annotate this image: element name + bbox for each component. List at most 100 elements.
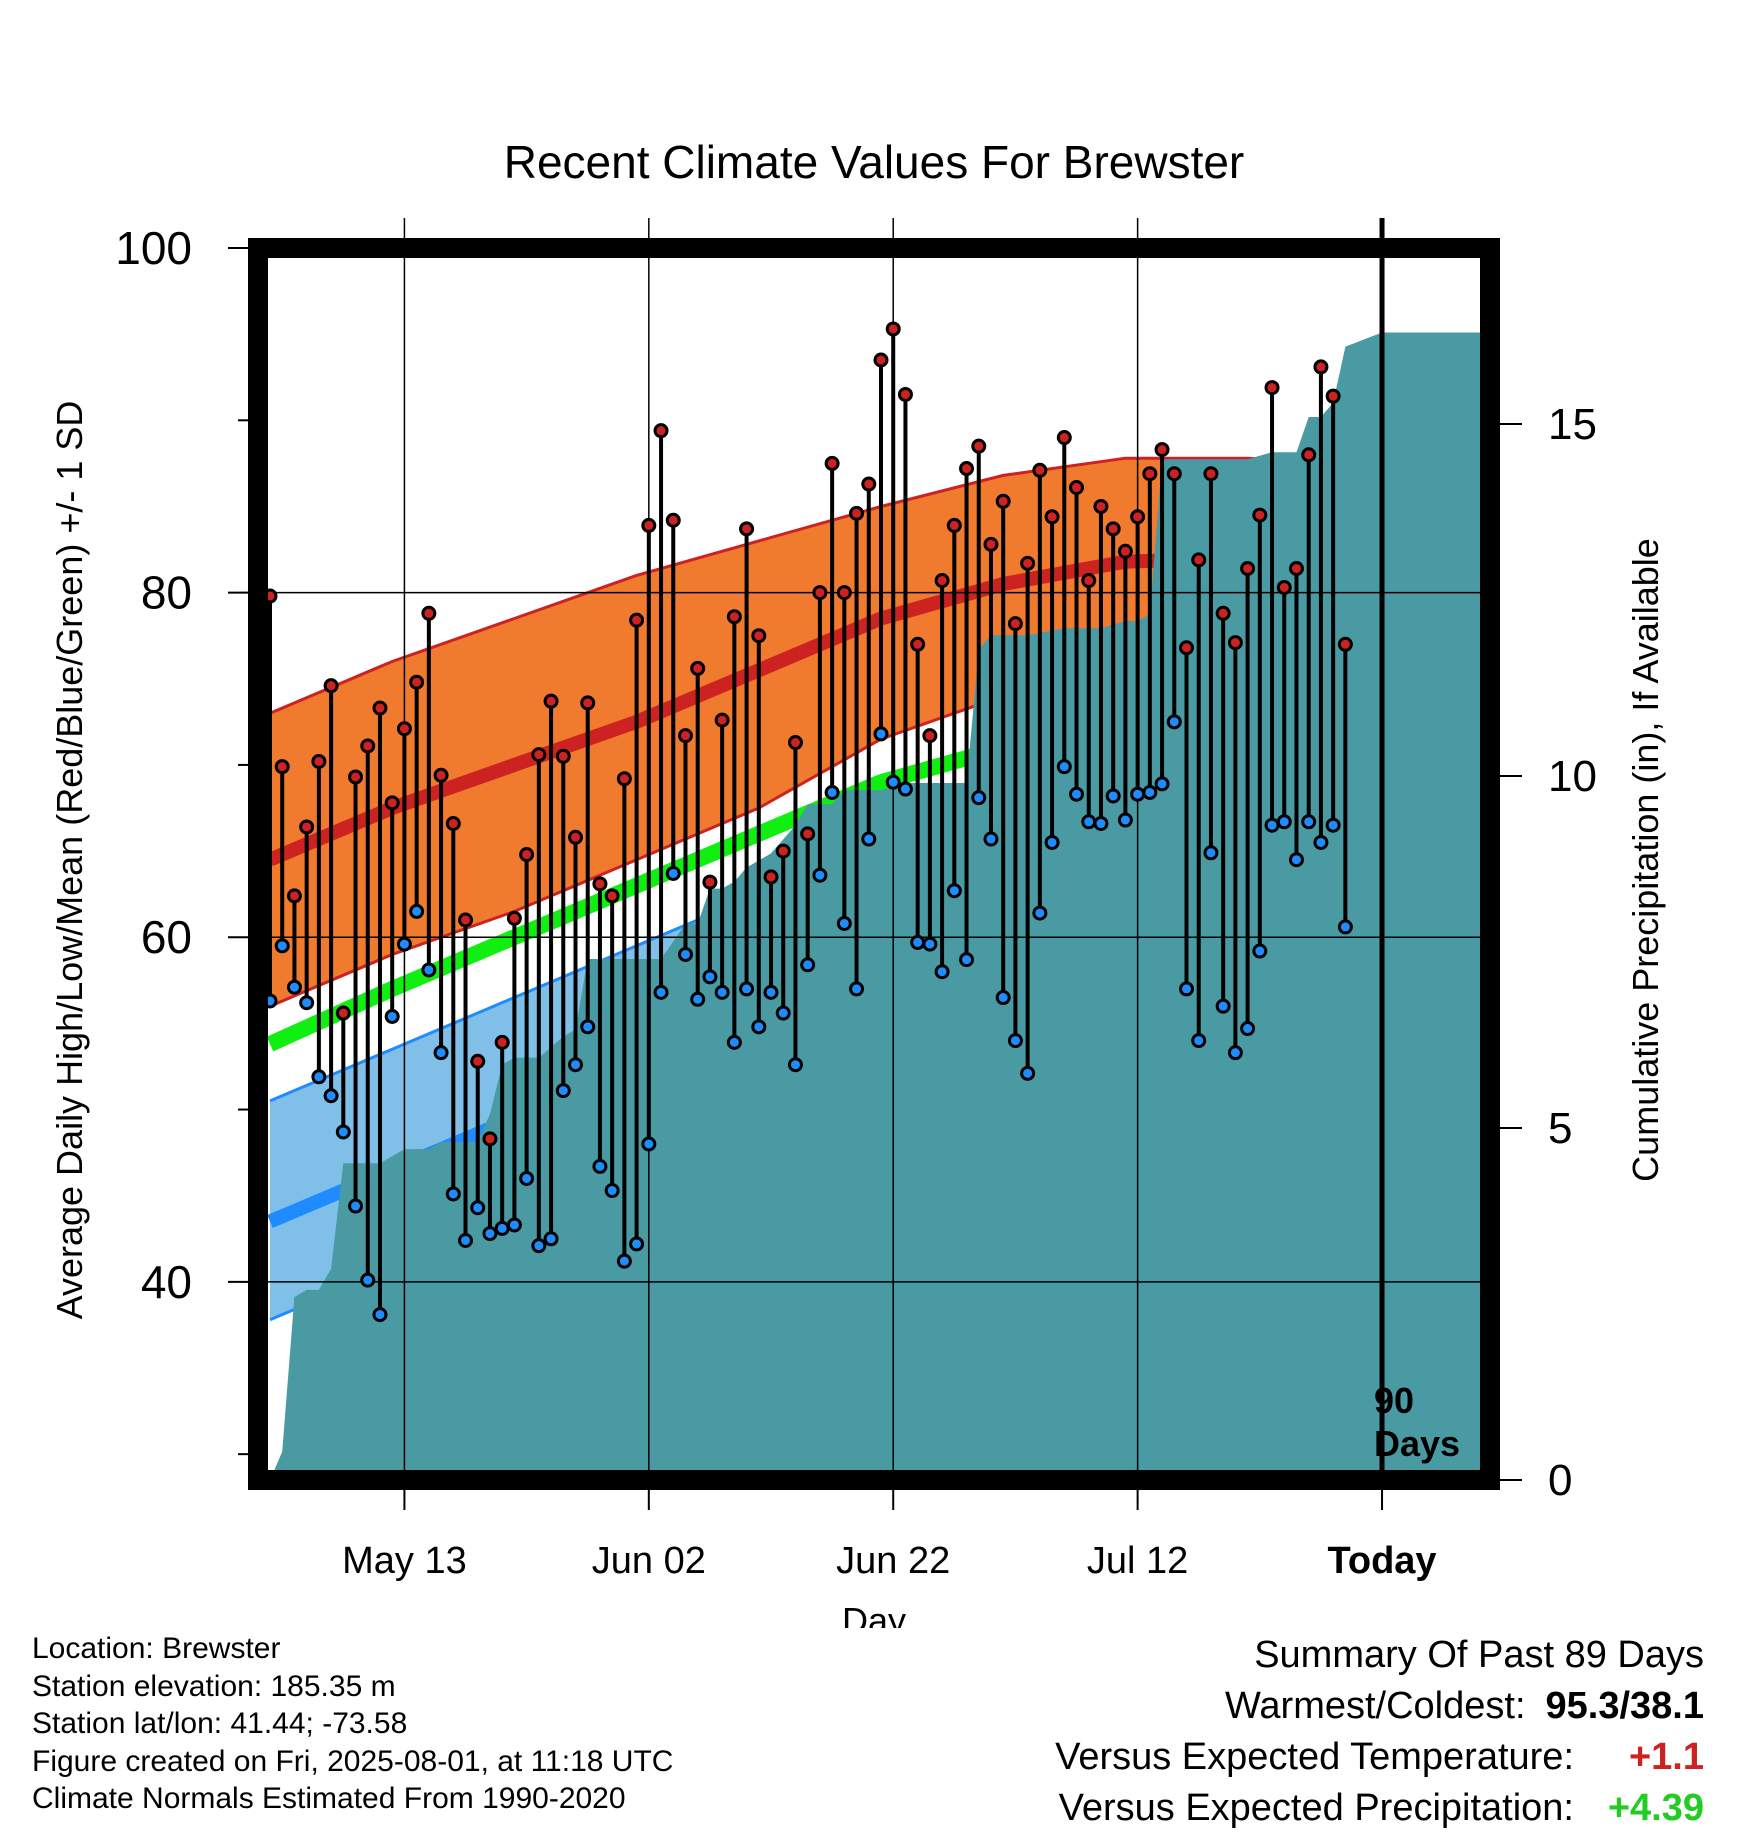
daily-high-point	[775, 843, 791, 859]
daily-low-point	[885, 774, 901, 790]
daily-low-point	[739, 981, 755, 997]
warmest-coldest-value: 95.3/38.1	[1545, 1685, 1704, 1727]
daily-low-point	[995, 990, 1011, 1006]
daily-high-point	[751, 628, 767, 644]
daily-high-point	[568, 829, 583, 845]
daily-low-point	[531, 1238, 547, 1254]
daily-high-point	[433, 767, 449, 783]
daily-high-point	[360, 738, 376, 754]
daily-low-point	[568, 1057, 583, 1073]
daily-low-point	[1069, 786, 1085, 802]
today-label-line1: 90	[1374, 1380, 1414, 1421]
daily-high-point	[763, 869, 779, 885]
daily-low-point	[1264, 817, 1280, 833]
daily-low-point	[396, 936, 412, 952]
daily-high-point	[836, 585, 852, 601]
daily-low-point	[763, 984, 779, 1000]
daily-high-point	[409, 674, 425, 690]
daily-high-point	[922, 728, 938, 744]
x-tick-label: May 13	[342, 1540, 467, 1582]
daily-high-point	[641, 517, 657, 533]
daily-high-point	[335, 1005, 351, 1021]
daily-high-point	[653, 423, 669, 439]
daily-observations	[262, 321, 1353, 1323]
daily-high-point	[739, 521, 755, 537]
daily-high-point	[849, 505, 865, 521]
y2-tick-label: 10	[1548, 752, 1597, 801]
daily-low-point	[604, 1183, 620, 1199]
x-axis-label: Day	[842, 1600, 906, 1628]
daily-high-point	[1325, 388, 1341, 404]
daily-low-point	[641, 1136, 657, 1152]
daily-high-point	[665, 512, 681, 528]
daily-low-point	[1105, 788, 1121, 804]
daily-low-point	[836, 915, 852, 931]
daily-low-point	[1337, 919, 1353, 935]
daily-low-point	[787, 1057, 803, 1073]
location-text: Location: Brewster	[32, 1632, 281, 1665]
x-tick-label: Jun 22	[836, 1540, 950, 1582]
daily-high-point	[861, 476, 877, 492]
daily-high-point	[1020, 555, 1036, 571]
daily-low-point	[1252, 943, 1268, 959]
daily-low-point	[1117, 812, 1133, 828]
daily-high-point	[555, 748, 571, 764]
daily-high-point	[1227, 635, 1243, 651]
daily-high-point	[1069, 480, 1085, 496]
precip-label: Versus Expected Precipitation:	[1058, 1787, 1574, 1829]
daily-low-point	[555, 1083, 571, 1099]
daily-high-point	[1093, 498, 1109, 514]
daily-low-point	[1130, 786, 1146, 802]
daily-low-point	[861, 831, 877, 847]
precipitation-area	[268, 332, 1480, 1480]
daily-high-point	[274, 759, 290, 775]
daily-high-point	[445, 816, 461, 832]
latlon-text: Station lat/lon: 41.44; -73.58	[32, 1707, 408, 1740]
plot-frame	[248, 238, 1500, 1490]
daily-high-point	[1130, 509, 1146, 525]
daily-low-point	[824, 784, 840, 800]
daily-low-point	[1056, 759, 1072, 775]
daily-low-point	[299, 995, 315, 1011]
elevation-text: Station elevation: 185.35 m	[32, 1669, 396, 1703]
daily-low-point	[1166, 714, 1182, 730]
daily-high-point	[470, 1053, 486, 1069]
daily-low-point	[665, 865, 681, 881]
daily-high-point	[995, 493, 1011, 509]
daily-high-point	[311, 753, 327, 769]
daily-high-point	[384, 795, 400, 811]
daily-low-point	[482, 1226, 498, 1242]
daily-low-point	[1093, 816, 1109, 832]
daily-high-point	[1203, 466, 1219, 482]
precip-value: +4.39	[1607, 1787, 1704, 1829]
daily-low-point	[360, 1272, 376, 1288]
daily-low-point	[690, 991, 706, 1007]
daily-low-point	[494, 1220, 510, 1236]
daily-low-point	[409, 903, 425, 919]
daily-low-point	[1240, 1021, 1256, 1037]
daily-high-point	[519, 847, 535, 863]
daily-low-point	[1007, 1033, 1023, 1049]
daily-low-point	[1301, 814, 1317, 830]
daily-low-point	[653, 984, 669, 1000]
climate-chart: Recent Climate Values For Brewster 40 60 8…	[49, 136, 1666, 1628]
daily-low-point	[1154, 776, 1170, 792]
axes: 40 60 80 100 0 5 10 15 May 13 Jun 02 Jun 22 Jul 12 T…	[115, 218, 1597, 1582]
y2-tick-label: 15	[1548, 400, 1597, 449]
created-text: Figure created on Fri, 2025-08-01, at 11…	[32, 1744, 674, 1778]
daily-low-point	[1325, 817, 1341, 833]
daily-low-point	[335, 1124, 351, 1140]
daily-high-point	[1117, 543, 1133, 559]
daily-high-point	[629, 612, 645, 628]
daily-low-point	[1081, 814, 1097, 830]
daily-low-point	[348, 1198, 364, 1214]
daily-low-point	[946, 883, 962, 899]
daily-low-point	[433, 1045, 449, 1061]
daily-high-point	[812, 585, 828, 601]
daily-low-point	[543, 1231, 559, 1247]
daily-high-point	[1313, 359, 1329, 375]
daily-low-point	[1020, 1065, 1036, 1081]
daily-low-point	[629, 1236, 645, 1252]
daily-low-point	[311, 1069, 327, 1085]
daily-low-point	[726, 1034, 742, 1050]
